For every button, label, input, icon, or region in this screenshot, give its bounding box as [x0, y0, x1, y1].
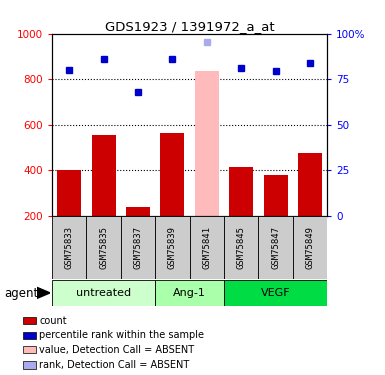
Bar [23, 332, 36, 339]
Bar [86, 216, 121, 279]
Bar [264, 175, 288, 216]
Bar [57, 170, 81, 216]
Text: agent: agent [4, 287, 38, 300]
Bar [23, 362, 36, 369]
Text: GSM75845: GSM75845 [237, 226, 246, 269]
Bar [258, 216, 293, 279]
Text: GSM75837: GSM75837 [134, 226, 142, 269]
Text: GSM75839: GSM75839 [168, 226, 177, 269]
Bar [195, 71, 219, 216]
Bar [121, 216, 155, 279]
Bar [293, 216, 327, 279]
Text: GSM75847: GSM75847 [271, 226, 280, 269]
Bar [161, 133, 184, 216]
Text: rank, Detection Call = ABSENT: rank, Detection Call = ABSENT [39, 360, 189, 370]
Bar [189, 216, 224, 279]
Title: GDS1923 / 1391972_a_at: GDS1923 / 1391972_a_at [105, 20, 275, 33]
Text: GSM75841: GSM75841 [202, 226, 211, 269]
Bar [52, 280, 155, 306]
Bar [23, 317, 36, 324]
Bar [23, 346, 36, 353]
Bar [224, 216, 258, 279]
Text: VEGF: VEGF [261, 288, 290, 298]
Text: percentile rank within the sample: percentile rank within the sample [39, 330, 204, 340]
Bar [224, 280, 327, 306]
Polygon shape [37, 287, 50, 298]
Text: GSM75835: GSM75835 [99, 226, 108, 269]
Text: GSM75833: GSM75833 [65, 226, 74, 269]
Text: value, Detection Call = ABSENT: value, Detection Call = ABSENT [39, 345, 194, 355]
Bar [155, 280, 224, 306]
Text: Ang-1: Ang-1 [173, 288, 206, 298]
Bar [92, 135, 116, 216]
Bar [229, 167, 253, 216]
Bar [155, 216, 190, 279]
Text: GSM75849: GSM75849 [306, 226, 315, 269]
Text: untreated: untreated [76, 288, 131, 298]
Text: count: count [39, 315, 67, 326]
Bar [52, 216, 86, 279]
Bar [298, 153, 322, 216]
Bar [126, 207, 150, 216]
